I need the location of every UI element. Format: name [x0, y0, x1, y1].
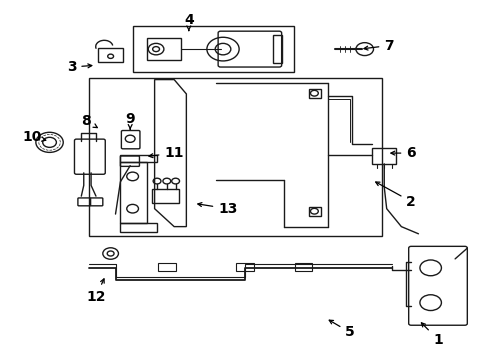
Bar	[152, 189, 179, 203]
Bar	[309, 89, 321, 98]
Bar	[133, 26, 294, 72]
Text: 12: 12	[86, 279, 106, 303]
Bar	[295, 263, 313, 271]
Text: 9: 9	[125, 112, 135, 129]
Text: 3: 3	[67, 60, 92, 74]
Bar	[121, 155, 157, 162]
Text: 1: 1	[421, 323, 443, 347]
Text: 2: 2	[376, 182, 416, 208]
Text: 8: 8	[81, 114, 98, 128]
Bar	[121, 223, 157, 232]
Bar	[121, 162, 147, 223]
Text: 4: 4	[184, 13, 194, 30]
Bar	[147, 39, 181, 60]
Text: 5: 5	[329, 320, 355, 339]
Text: 13: 13	[198, 202, 238, 216]
Text: 10: 10	[23, 130, 46, 144]
Bar	[158, 263, 175, 271]
Text: 7: 7	[364, 39, 394, 53]
Bar	[372, 148, 396, 164]
Bar	[89, 78, 382, 235]
Bar	[273, 35, 282, 63]
Text: 6: 6	[391, 146, 416, 160]
Text: 11: 11	[149, 146, 184, 160]
Bar	[236, 263, 254, 271]
Bar	[98, 48, 123, 62]
Bar	[309, 207, 321, 216]
